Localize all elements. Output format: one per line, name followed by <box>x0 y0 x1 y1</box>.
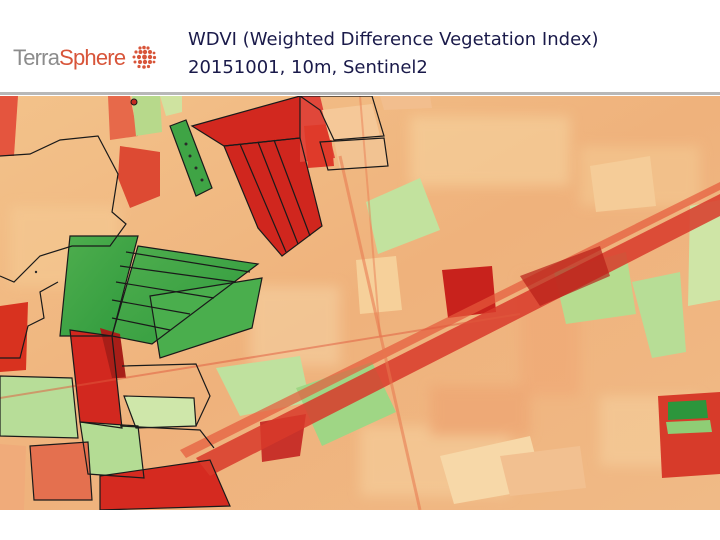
terrasphere-logo: TerraSphere <box>13 44 157 72</box>
footer <box>0 510 720 540</box>
point-markers <box>34 98 204 274</box>
page-title: WDVI (Weighted Difference Vegetation Ind… <box>188 26 599 82</box>
title-line-date-resolution: 20151001, 10m, Sentinel2 <box>188 57 428 78</box>
logo-wordmark: TerraSphere <box>13 45 126 71</box>
wdvi-map-image <box>0 96 720 510</box>
header: TerraSphere WDVI (Weighted Difference Ve… <box>0 0 720 92</box>
rail-corridor <box>0 96 720 510</box>
logo-text-terra: Terra <box>13 45 60 70</box>
terrasphere-dot-globe-icon <box>132 45 157 69</box>
fields <box>0 96 720 510</box>
wdvi-map-canvas <box>0 96 720 510</box>
header-divider <box>0 92 720 95</box>
logo-text-sphere: Sphere <box>59 45 126 70</box>
parcel-outlines <box>0 96 389 510</box>
title-line-index: WDVI (Weighted Difference Vegetation Ind… <box>188 29 599 50</box>
